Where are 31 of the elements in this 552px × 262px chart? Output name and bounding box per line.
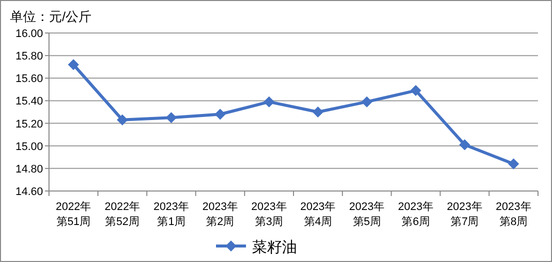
point	[166, 112, 177, 124]
y-tick-label: 14.80	[15, 163, 43, 176]
x-tick-label: 2022年第52周	[104, 201, 140, 228]
x-tick-label: 2023年第4周	[300, 201, 336, 228]
y-tick-label: 15.60	[15, 73, 43, 86]
y-tick-label: 15.00	[15, 140, 43, 153]
x-tick-label: 2023年第3周	[251, 201, 287, 228]
legend: 菜籽油	[216, 239, 297, 256]
x-tick-label: 2023年第1周	[154, 201, 189, 228]
y-tick-label: 16.00	[15, 28, 43, 40]
x-tick-label: 2023年第5周	[349, 201, 385, 228]
x-tick-label: 2023年第7周	[446, 201, 482, 228]
x-tick-label: 2023年第2周	[202, 201, 238, 228]
point	[214, 108, 226, 120]
point	[410, 85, 422, 96]
point	[116, 114, 128, 126]
y-tick-label: 14.60	[15, 186, 43, 198]
y-tick-label: 15.20	[15, 118, 43, 130]
y-tick-label: 15.40	[15, 96, 43, 108]
point	[68, 59, 79, 70]
point	[264, 96, 275, 108]
point	[361, 96, 372, 108]
x-tick-label: 2023年第6周	[398, 201, 434, 228]
x-tick-label: 2022年第51周	[56, 201, 92, 228]
point	[508, 158, 520, 170]
x-tick-label: 2023年第8周	[496, 201, 532, 228]
y-axis-title: 单位：元/公斤	[10, 9, 92, 24]
point	[312, 106, 324, 118]
point	[459, 139, 470, 150]
legend-label: 菜籽油	[252, 239, 297, 256]
y-tick-label: 15.80	[15, 50, 43, 63]
